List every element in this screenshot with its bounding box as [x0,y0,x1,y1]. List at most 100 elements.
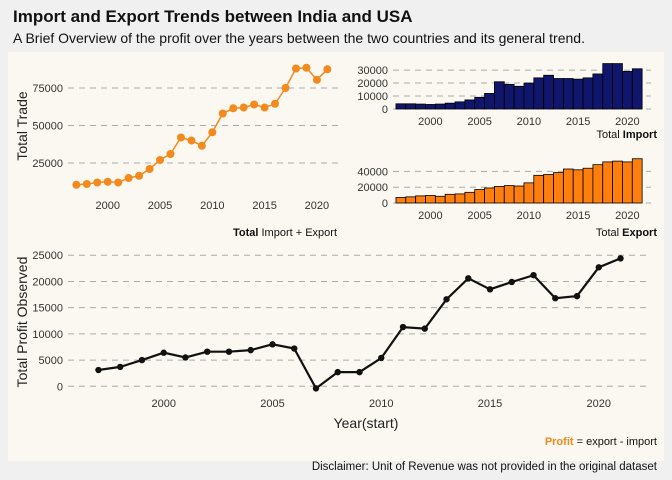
x-tick-label: 2010 [517,210,541,222]
data-point [117,363,124,371]
bar [464,191,476,204]
caption-bold: Import [623,129,658,141]
data-point [103,177,112,186]
data-point [399,323,407,331]
data-point [281,84,290,92]
data-point [93,178,102,187]
x-axis-label: Year(start) [334,415,399,431]
bar [415,195,426,204]
data-point [135,171,144,180]
caption-bold: Export [622,227,657,239]
data-point [250,100,259,109]
x-tick-label: 2000 [151,398,175,410]
data-point [421,325,428,332]
bar [494,186,505,204]
bar [454,101,466,110]
panel-background [8,52,664,461]
bar [484,187,495,204]
x-tick-label: 2015 [478,398,502,410]
y-tick-label: 75000 [32,83,63,95]
plot-3: 0 20000 40000 2000 2005 2010 2015 2020 Total Exp… [357,158,657,239]
data-point [269,341,276,348]
x-tick-label: 2000 [418,210,442,222]
bar [444,102,456,110]
bar [474,96,485,110]
y-tick-label: 30000 [357,65,388,77]
x-tick-label: 2015 [566,210,590,222]
bar [503,185,515,204]
data-point [291,64,300,73]
y-tick-label: 10000 [357,91,388,103]
bar [562,78,574,110]
caption-text: Total [596,129,622,141]
panel-caption: Total Import + Export [233,227,337,239]
data-point [182,354,189,361]
x-tick-label: 2015 [252,200,276,212]
bar [602,63,613,110]
bar [523,182,535,204]
data-point [187,136,196,145]
data-point [229,104,238,113]
bar [543,74,554,110]
bar [494,81,505,110]
data-point [334,368,341,376]
data-point [486,286,494,293]
data-point [465,275,472,282]
data-point [160,349,167,356]
bar [425,104,436,110]
bar [434,195,446,204]
bar [631,158,643,204]
y-tick-label: 20000 [32,276,63,288]
data-point [595,264,602,271]
data-point [443,296,450,303]
y-tick-label: 10000 [32,329,63,341]
y-tick-label: 0 [57,381,63,393]
bar [631,68,643,110]
bar [543,174,554,204]
data-point [312,385,320,392]
plot-1: 25000 50000 75000 2000 2005 2010 2015 2020 Total… [14,63,342,239]
data-point [617,255,624,262]
data-point [204,348,211,355]
caption-bold: Total [233,227,258,239]
data-point [247,346,254,354]
data-point [95,366,102,374]
data-point [145,165,154,173]
y-tick-label: 5000 [39,355,63,367]
data-point [218,109,227,118]
caption-text: Total [596,227,622,239]
x-tick-label: 2005 [148,200,172,212]
bar [405,103,417,110]
x-tick-label: 2020 [615,210,639,222]
bar [395,103,407,110]
y-tick-label: 0 [382,198,388,210]
data-point [166,150,175,158]
y-tick-label: 15000 [32,303,63,315]
x-tick-label: 2005 [467,210,491,222]
bar [622,70,633,110]
data-point [260,103,269,112]
x-tick-label: 2020 [587,398,611,410]
data-point [138,356,146,364]
bar [612,63,623,110]
panel-caption: Profit = export - import [545,436,657,448]
caption-text: = export - import [574,436,657,448]
y-tick-label: 25000 [32,250,63,262]
data-point [356,368,363,376]
data-point [197,141,206,150]
bar [562,168,574,204]
panel-caption: Total Import [596,129,657,141]
bar [464,99,476,110]
bar [484,93,495,110]
bar [553,172,564,204]
data-point [271,99,280,108]
x-tick-label: 2005 [467,116,491,128]
chart-subtitle: A Brief Overview of the profit over the … [13,30,585,46]
chart-title: Import and Export Trends between India a… [13,7,413,26]
bar [503,83,515,110]
x-tick-label: 2000 [95,200,119,212]
data-point [378,354,385,362]
x-tick-label: 2010 [369,398,393,410]
bar [454,193,466,204]
